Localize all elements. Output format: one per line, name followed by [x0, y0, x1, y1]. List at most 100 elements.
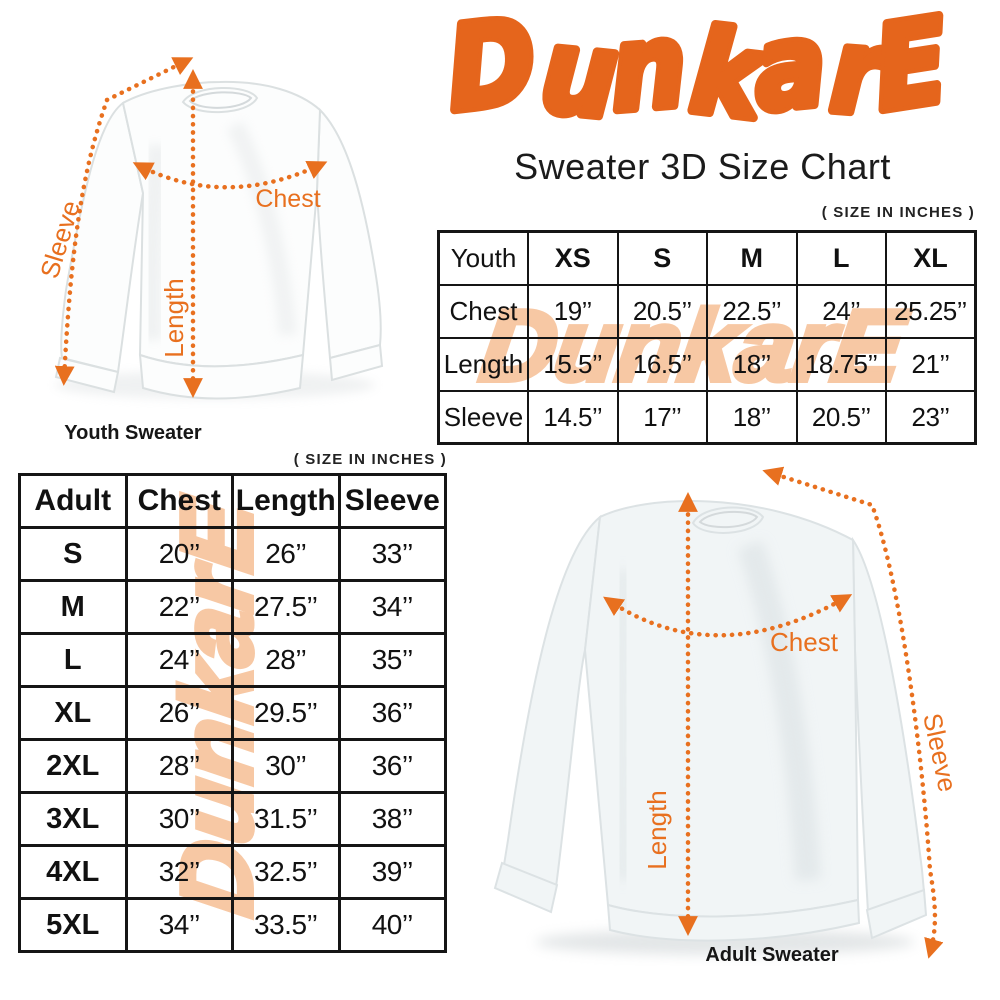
size-column-header: XS [527, 230, 619, 286]
size-value-cell: 20’’ [124, 526, 234, 582]
size-value-cell: 24’’ [795, 283, 887, 339]
adult-chest-measure-label: Chest [770, 627, 839, 657]
table-corner-header: Youth [437, 230, 529, 286]
table-row: 2XL 28’’ 30’’ 36’’ [18, 738, 447, 794]
size-column-header: Length [231, 473, 341, 529]
adult-shading [609, 569, 637, 881]
adult-size-table: Adult Chest Length Sleeve S 20’’ 26’’ 33’’ M 22’… [18, 473, 447, 953]
adult-chest-measure-line [603, 594, 853, 638]
table-row: 4XL 32’’ 32.5’’ 39’’ [18, 844, 447, 900]
youth-right-cuff [328, 343, 384, 382]
adult-table-body: S 20’’ 26’’ 33’’ M 22’’ 27.5’’ 34’’ L 24’’ 28’’ 35’… [18, 526, 447, 953]
adult-right-sleeve [851, 536, 926, 914]
size-value-cell: 27.5’’ [231, 579, 341, 635]
size-value-cell: 26’’ [124, 685, 234, 741]
size-value-cell: 19’’ [527, 283, 619, 339]
header-row: Adult Chest Length Sleeve [18, 473, 447, 529]
table-row: Chest 19’’ 20.5’’ 22.5’’ 24’’ 25.25’’ [437, 283, 977, 339]
size-value-cell: 20.5’’ [795, 389, 887, 445]
adult-caption: Adult Sweater [705, 944, 839, 966]
youth-shading [226, 121, 297, 336]
adult-left-sleeve [502, 514, 602, 889]
size-value-cell: 28’’ [124, 738, 234, 794]
size-value-cell: 18.75’’ [795, 336, 887, 392]
size-value-cell: 33’’ [337, 526, 447, 582]
size-value-cell: 26’’ [231, 526, 341, 582]
header-row: Youth XS S M L XL [437, 230, 977, 286]
size-value-cell: 34’’ [124, 897, 234, 953]
size-value-cell: 40’’ [337, 897, 447, 953]
size-note-youth: ( SIZE IN INCHES ) [821, 204, 975, 221]
row-label: Length [437, 336, 529, 392]
size-column-header: Sleeve [337, 473, 447, 529]
youth-size-table: Youth XS S M L XL Chest 19’’ 20.5’’ 22.5’’ 24’’ 25… [437, 230, 977, 445]
size-value-cell: 32’’ [124, 844, 234, 900]
row-label: S [18, 526, 128, 582]
size-value-cell: 38’’ [337, 791, 447, 847]
table-row: 3XL 30’’ 31.5’’ 38’’ [18, 791, 447, 847]
brand-logo-text: DunkarE [441, 0, 955, 146]
size-value-cell: 36’’ [337, 738, 447, 794]
size-value-cell: 17’’ [616, 389, 708, 445]
size-column-header: L [795, 230, 887, 286]
size-value-cell: 21’’ [885, 336, 977, 392]
row-label: 5XL [18, 897, 128, 953]
youth-length-measure-label: Length [159, 278, 189, 358]
size-value-cell: 29.5’’ [231, 685, 341, 741]
row-label: Chest [437, 283, 529, 339]
adult-left-cuff [493, 861, 559, 914]
size-value-cell: 25.25’’ [885, 283, 977, 339]
size-value-cell: 22’’ [124, 579, 234, 635]
size-value-cell: 30’’ [124, 791, 234, 847]
youth-table-header: Youth XS S M L XL [437, 230, 977, 286]
adult-table-header: Adult Chest Length Sleeve [18, 473, 447, 529]
size-value-cell: 28’’ [231, 632, 341, 688]
youth-chest-measure-line [132, 160, 328, 190]
row-label: 2XL [18, 738, 128, 794]
youth-collar-seam [188, 91, 253, 109]
youth-sweater-illustration: Sleeve Length Chest [34, 57, 384, 400]
row-label: M [18, 579, 128, 635]
size-value-cell: 16.5’’ [616, 336, 708, 392]
adult-collar-seam [698, 510, 759, 529]
youth-sleeve-measure-line [54, 57, 194, 386]
table-row: 5XL 34’’ 33.5’’ 40’’ [18, 897, 447, 953]
row-label: XL [18, 685, 128, 741]
table-row: XL 26’’ 29.5’’ 36’’ [18, 685, 447, 741]
size-value-cell: 18’’ [706, 336, 798, 392]
size-value-cell: 24’’ [124, 632, 234, 688]
size-value-cell: 14.5’’ [527, 389, 619, 445]
table-corner-header: Adult [18, 473, 128, 529]
size-column-header: M [706, 230, 798, 286]
adult-sleeve-measure-label: Sleeve [917, 711, 963, 795]
table-row: Sleeve 14.5’’ 17’’ 18’’ 20.5’’ 23’’ [437, 389, 977, 445]
size-value-cell: 34’’ [337, 579, 447, 635]
table-row: M 22’’ 27.5’’ 34’’ [18, 579, 447, 635]
row-label: 4XL [18, 844, 128, 900]
table-row: S 20’’ 26’’ 33’’ [18, 526, 447, 582]
size-note-adult: ( SIZE IN INCHES ) [293, 451, 447, 468]
size-value-cell: 30’’ [231, 738, 341, 794]
adult-sweater-illustration: Length Chest Sleeve [493, 466, 963, 959]
row-label: Sleeve [437, 389, 529, 445]
youth-shading [140, 144, 169, 341]
adult-length-measure-label: Length [642, 790, 672, 870]
size-value-cell: 22.5’’ [706, 283, 798, 339]
table-row: Length 15.5’’ 16.5’’ 18’’ 18.75’’ 21’’ [437, 336, 977, 392]
size-value-cell: 35’’ [337, 632, 447, 688]
size-value-cell: 31.5’’ [231, 791, 341, 847]
size-value-cell: 15.5’’ [527, 336, 619, 392]
size-value-cell: 33.5’’ [231, 897, 341, 953]
size-value-cell: 36’’ [337, 685, 447, 741]
adult-sleeve-measure-line [762, 466, 944, 959]
size-value-cell: 18’’ [706, 389, 798, 445]
size-value-cell: 23’’ [885, 389, 977, 445]
table-row: L 24’’ 28’’ 35’’ [18, 632, 447, 688]
youth-caption: Youth Sweater [64, 422, 202, 444]
size-column-header: XL [885, 230, 977, 286]
size-value-cell: 32.5’’ [231, 844, 341, 900]
page-title: Sweater 3D Size Chart [514, 146, 891, 187]
size-value-cell: 39’’ [337, 844, 447, 900]
brand-logo: DunkarE [436, 0, 959, 150]
